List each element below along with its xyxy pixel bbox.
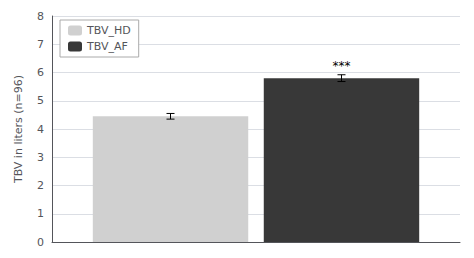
- svg-text:5: 5: [37, 94, 44, 107]
- svg-text:4: 4: [37, 123, 44, 136]
- svg-text:1: 1: [37, 207, 44, 220]
- svg-text:TBV_AF: TBV_AF: [86, 40, 128, 53]
- svg-text:6: 6: [37, 66, 44, 79]
- svg-text:TBV_HD: TBV_HD: [86, 24, 131, 37]
- svg-text:2: 2: [37, 179, 44, 192]
- svg-text:8: 8: [37, 10, 44, 23]
- svg-text:TBV in liters (n=96): TBV in liters (n=96): [12, 75, 25, 184]
- svg-text:0: 0: [37, 236, 44, 249]
- svg-text:7: 7: [37, 38, 44, 51]
- svg-text:***: ***: [332, 59, 350, 73]
- svg-text:3: 3: [37, 151, 44, 164]
